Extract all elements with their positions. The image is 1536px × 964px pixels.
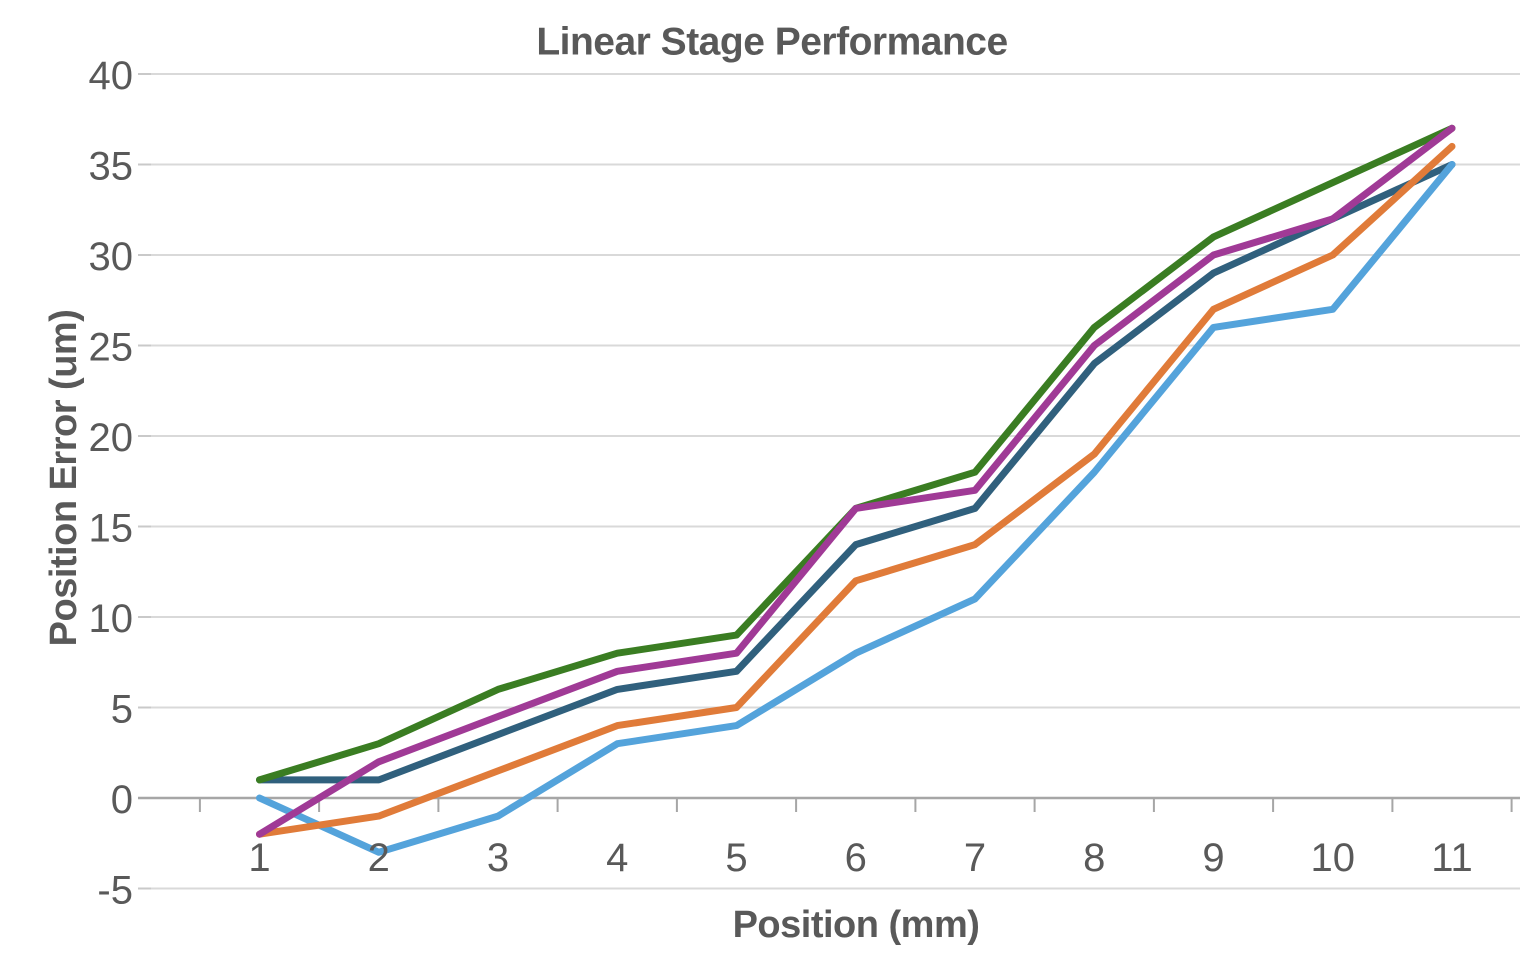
y-tick-label: 25 (89, 326, 134, 370)
y-tick-label: 30 (89, 235, 134, 279)
x-tick-label: 7 (964, 836, 986, 880)
x-tick-label: 3 (487, 836, 509, 880)
y-tick-label: 40 (89, 54, 134, 98)
x-tick-label: 5 (725, 836, 747, 880)
light-blue-series-line (256, 161, 1456, 856)
x-tick-label: 4 (606, 836, 628, 880)
y-tick-label: 10 (89, 597, 134, 641)
y-tick-label: -5 (97, 869, 133, 913)
y-tick-label: 0 (111, 778, 133, 822)
purple-series-line (256, 124, 1456, 838)
dark-teal-series-line (256, 161, 1456, 784)
x-tick-label: 10 (1311, 836, 1356, 880)
y-tick-label: 5 (111, 688, 133, 732)
x-tick-label: 1 (248, 836, 270, 880)
x-axis-title: Position (mm) (733, 904, 980, 946)
orange-series-line (256, 142, 1456, 838)
y-tick-label: 20 (89, 416, 134, 460)
x-tick-label: 6 (845, 836, 867, 880)
y-tick-label: 15 (89, 507, 134, 551)
x-tick-label: 9 (1202, 836, 1224, 880)
chart-title: Linear Stage Performance (536, 21, 1007, 64)
x-tick-label: 8 (1083, 836, 1105, 880)
x-tick-label: 11 (1431, 836, 1473, 880)
x-tick-label: 2 (368, 836, 390, 880)
green-series-line (256, 124, 1456, 784)
y-tick-label: 35 (89, 145, 134, 189)
y-axis-title: Position Error (um) (43, 310, 85, 647)
